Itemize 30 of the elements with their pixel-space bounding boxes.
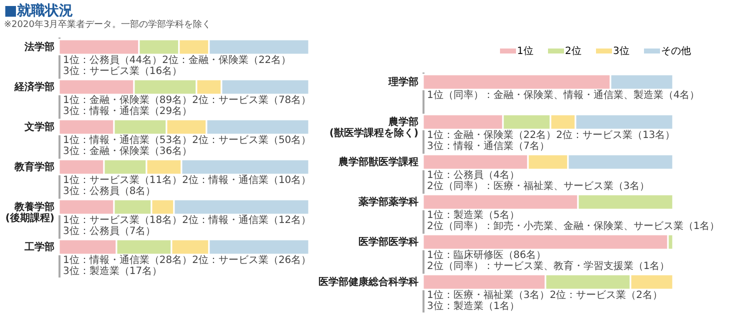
annotation: 1位：金融・保険業（89名）2位：サービス業（78名） 3位：情報・通信業（29名） [63,94,312,117]
annotation: 1位：サービス業（11名）2位：情報・通信業（10名） 3位：公務員（8名） [63,174,312,197]
y-tick-label: 医学部医学科 [358,236,418,248]
chart-subtitle: ※2020年3月卒業者データ。一部の学部学科を除く [4,19,212,30]
y-tick-label: 経済学部 [14,81,54,93]
annotation: 1位（同率）：金融・保険業、情報・通信業、製造業（4名） [427,89,700,101]
legend-label: 3位 [613,45,630,57]
legend-label: その他 [661,45,691,57]
y-tick-label: 農学部獣医学課程 [338,156,418,168]
annotation: 1位：情報・通信業（28名）2位：サービス業（26名） 3位：製造業（17名） [63,254,312,277]
y-tick-label: 医学部健康総合科学科 [318,276,418,288]
annotation: 1位：医療・福祉業（3名）2位：サービス業（2名） 3位：製造業（1名） [427,289,662,312]
annotation: 1位：公務員（44名）2位：金融・保険業（22名） 3位：サービス業（16名） [63,54,292,77]
y-tick-label: 理学部 [388,76,418,88]
annotation: 1位：公務員（4名） 2位（同率）：医療・福祉業、サービス業（3名） [427,169,650,192]
annotation: 1位：金融・保険業（22名）2位：サービス業（13名） 3位：情報・通信業（7名） [427,129,676,152]
y-tick-label: 法学部 [24,41,54,53]
y-tick-label: 薬学部薬学科 [358,196,418,208]
annotation: 1位：サービス業（18名）2位：情報・通信業（12名） 3位：公務員（7名） [63,214,312,237]
y-tick-label: 教育学部 [14,161,54,173]
annotation: 1位：情報・通信業（53名）2位：サービス業（50名） 3位：金融・保険業（36名） [63,134,312,157]
annotation: 1位：臨床研修医（86名） 2位（同率）：サービス業、教育・学習支援業（1名） [427,249,670,272]
annotation: 1位：製造業（5名） 2位（同率）：卸売・小売業、金融・保険業、サービス業（1名） [427,209,720,232]
chart-title: ■就職状況 [4,2,74,19]
y-tick-label: 教養学部 (後期課程) [5,201,54,224]
legend-label: 2位 [565,45,582,57]
y-tick-label: 文学部 [24,121,54,133]
legend-label: 1位 [517,45,534,57]
y-tick-label: 農学部 (獣医学課程を除く) [329,116,418,139]
y-tick-label: 工学部 [24,241,54,253]
